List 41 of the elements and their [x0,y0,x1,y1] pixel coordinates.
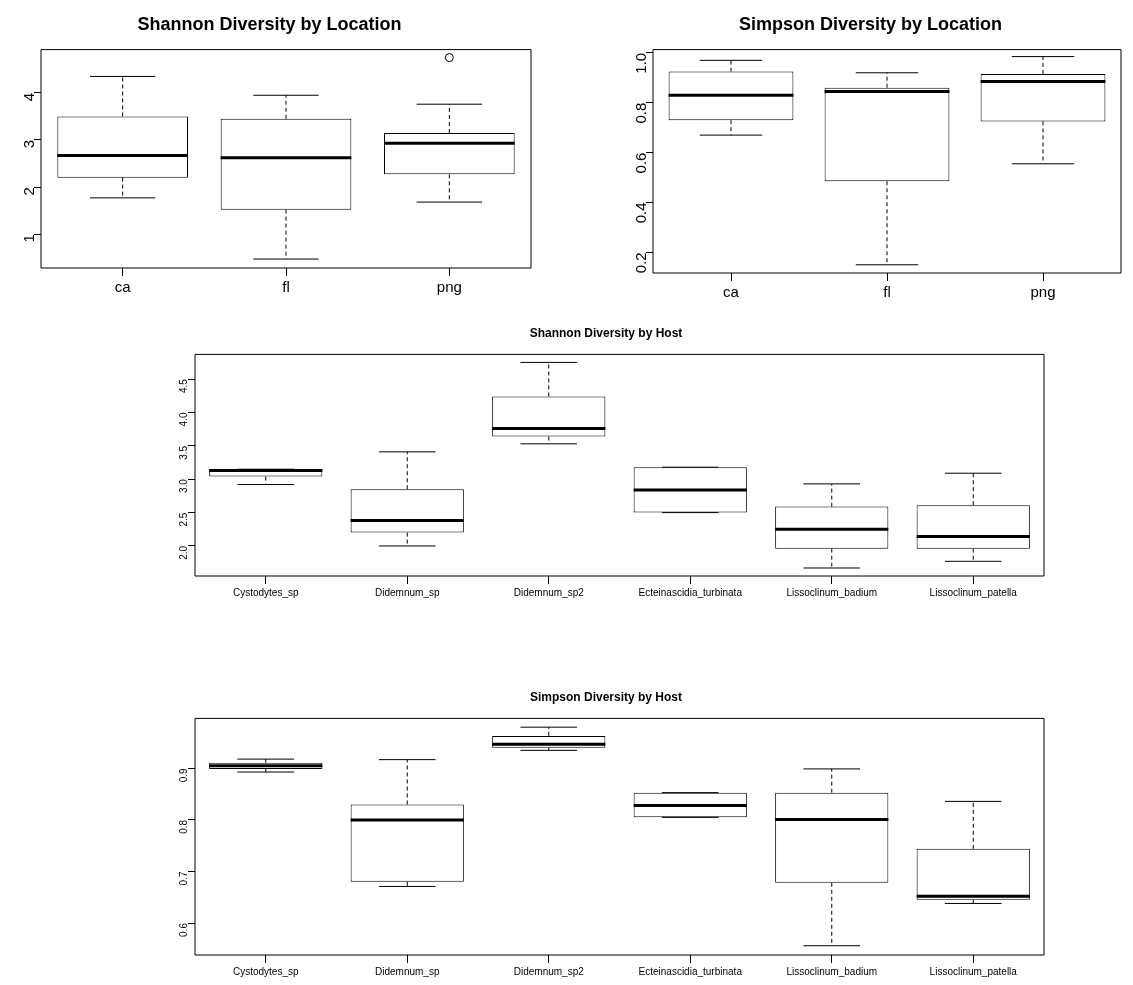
chart-title: Shannon Diversity by Host [529,325,683,340]
x-tick-label: Cystodytes_sp [232,586,299,598]
chart-title: Simpson Diversity by Location [738,13,1003,34]
x-tick-label: Cystodytes_sp [232,965,299,977]
x-tick-label: Lissoclinum_badium [786,965,878,977]
y-tick-label: 4.5 [177,378,189,393]
y-tick-label: 0.7 [177,871,189,886]
y-tick-label: 2 [20,187,38,196]
chart-title: Simpson Diversity by Host [529,689,683,704]
y-tick-label: 3 [20,139,38,149]
y-tick-label: 2.5 [177,512,189,527]
y-tick-label: 1.0 [632,52,650,74]
x-tick-label: Didemnum_sp2 [513,965,585,977]
x-tick-label: fl [883,283,891,301]
y-tick-label: 3.0 [177,478,189,494]
y-tick-label: 0.4 [632,202,650,224]
x-tick-label: Didemnum_sp [375,586,440,598]
y-tick-label: 2.0 [177,545,189,560]
x-tick-label: Ecteinascidia_turbinata [638,965,743,977]
x-tick-label: Didemnum_sp2 [513,586,585,598]
y-tick-label: 4 [20,92,38,102]
x-tick-label: ca [723,283,740,301]
x-tick-label: fl [282,278,290,296]
y-tick-label: 0.6 [632,152,650,174]
chart-title: Shannon Diversity by Location [137,13,402,34]
y-tick-label: 0.2 [632,252,650,274]
x-tick-label: png [436,278,462,296]
x-tick-label: Didemnum_sp [375,965,440,977]
x-tick-label: ca [114,278,132,296]
x-tick-label: Ecteinascidia_turbinata [638,586,743,598]
y-tick-label: 3.5 [177,445,189,460]
x-tick-label: Lissoclinum_patella [929,586,1018,598]
x-tick-label: Lissoclinum_badium [786,586,878,598]
y-tick-label: 0.9 [177,767,189,783]
y-tick-label: 0.8 [177,819,189,834]
x-tick-label: Lissoclinum_patella [929,965,1018,977]
x-tick-label: png [1030,283,1056,301]
y-tick-label: 4.0 [177,412,189,427]
y-tick-label: 0.6 [177,922,189,937]
y-tick-label: 1 [20,234,38,243]
y-tick-label: 0.8 [632,102,650,124]
